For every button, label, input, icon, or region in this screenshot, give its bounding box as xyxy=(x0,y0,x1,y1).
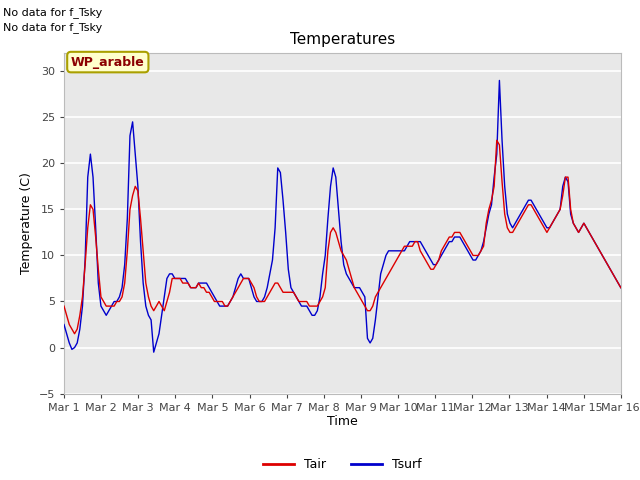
Legend: Tair, Tsurf: Tair, Tsurf xyxy=(258,453,427,476)
Text: No data for f_Tsky: No data for f_Tsky xyxy=(3,7,102,18)
X-axis label: Time: Time xyxy=(327,415,358,429)
Title: Temperatures: Temperatures xyxy=(290,33,395,48)
Y-axis label: Temperature (C): Temperature (C) xyxy=(20,172,33,274)
Text: WP_arable: WP_arable xyxy=(71,56,145,69)
Text: No data for f_Tsky: No data for f_Tsky xyxy=(3,22,102,33)
